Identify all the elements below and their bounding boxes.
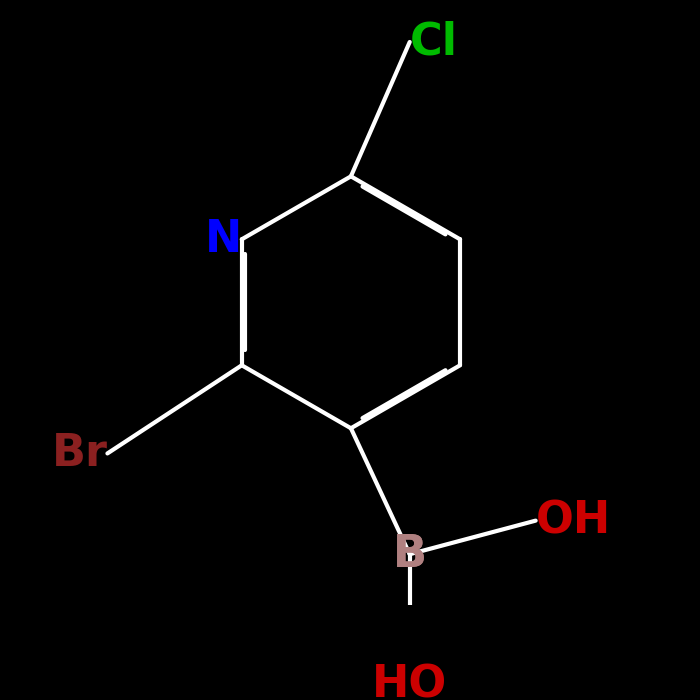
Text: B: B	[393, 533, 427, 575]
Text: HO: HO	[372, 664, 447, 700]
Text: Cl: Cl	[410, 20, 458, 64]
Text: Br: Br	[51, 432, 107, 475]
Text: OH: OH	[536, 499, 611, 542]
Text: N: N	[204, 218, 241, 261]
Text: B: B	[393, 533, 427, 575]
